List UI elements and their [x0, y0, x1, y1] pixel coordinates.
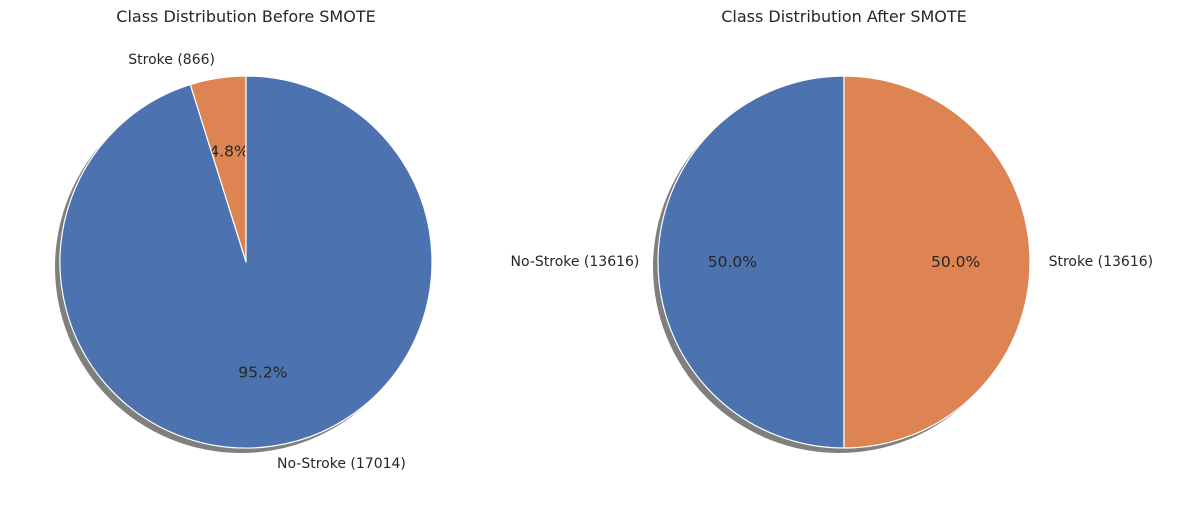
pct-label-stroke-before: 4.8%: [209, 143, 248, 161]
pie-slice-no-stroke-before: [59, 75, 433, 449]
chart-title-after: Class Distribution After SMOTE: [721, 7, 967, 26]
pie-chart-after-smote: Class Distribution After SMOTE No-Stroke…: [511, 7, 1154, 453]
slice-label-no-stroke-after: No-Stroke (13616): [511, 254, 640, 270]
pie-slice-stroke-after: [843, 75, 1031, 449]
chart-title-before: Class Distribution Before SMOTE: [116, 7, 375, 26]
slice-label-stroke-after: Stroke (13616): [1049, 254, 1154, 270]
pct-label-no-stroke-after: 50.0%: [708, 253, 757, 271]
pie-chart-before-smote: Class Distribution Before SMOTE Stroke (…: [55, 7, 433, 472]
slice-label-no-stroke-before: No-Stroke (17014): [277, 456, 406, 472]
pie-slice-no-stroke-after: [657, 75, 845, 449]
slice-label-stroke-before: Stroke (866): [128, 52, 215, 68]
pct-label-no-stroke-before: 95.2%: [238, 363, 287, 381]
pct-label-stroke-after: 50.0%: [931, 253, 980, 271]
